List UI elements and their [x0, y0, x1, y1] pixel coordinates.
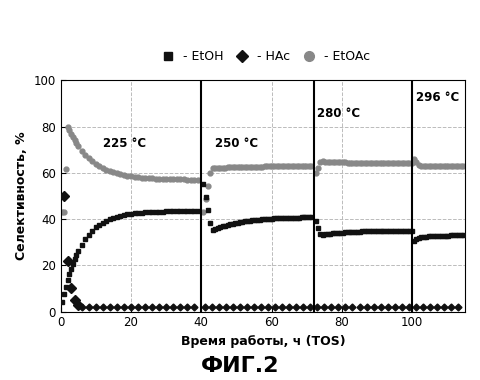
X-axis label: Время работы, ч (TOS): Время работы, ч (TOS) — [180, 335, 345, 348]
Text: 225 °C: 225 °C — [103, 137, 146, 150]
Legend: - EtOH, - HAc, - EtOAc: - EtOH, - HAc, - EtOAc — [150, 45, 375, 68]
Text: 280 °C: 280 °C — [317, 107, 360, 120]
Y-axis label: Селективность, %: Селективность, % — [15, 132, 28, 260]
Text: 250 °C: 250 °C — [216, 137, 259, 150]
Text: 296 °C: 296 °C — [416, 90, 459, 103]
Text: ФИГ.2: ФИГ.2 — [201, 356, 279, 376]
